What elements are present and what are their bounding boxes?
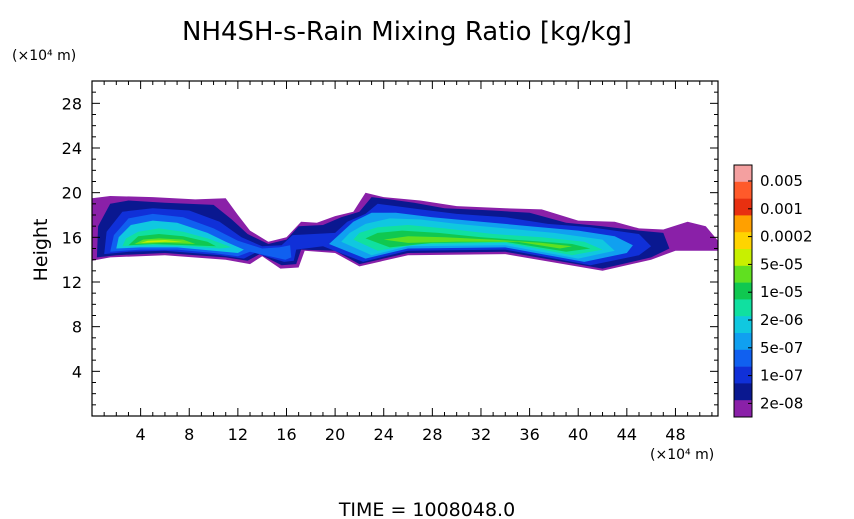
colorbar-label: 5e-07 <box>760 339 803 357</box>
colorbar-label: 2e-06 <box>760 311 803 329</box>
colorbar-swatch <box>734 165 752 183</box>
colorbar-swatch <box>734 366 752 384</box>
x-tick-label: 48 <box>665 425 685 444</box>
colorbar-label: 0.001 <box>760 200 803 218</box>
y-axis-label: Height <box>30 219 52 282</box>
colorbar-swatch <box>734 333 752 351</box>
colorbar: 0.005 0.001 0.0002 5e-05 1e-05 2e-06 5e-07 1e-0… <box>733 164 813 418</box>
y-tick-label: 16 <box>62 228 82 247</box>
colorbar-swatch <box>734 249 752 267</box>
y-tick-label: 12 <box>62 273 82 292</box>
heatmap-regions <box>92 192 718 271</box>
colorbar-swatch <box>734 282 752 300</box>
y-tick-label: 28 <box>62 94 82 113</box>
x-tick-label: 28 <box>422 425 442 444</box>
colorbar-label: 2e-08 <box>760 394 803 412</box>
x-tick-label: 40 <box>568 425 588 444</box>
colorbar-swatch <box>734 299 752 317</box>
y-tick-label: 8 <box>72 318 82 337</box>
heatmap-region-13 <box>140 240 184 243</box>
colorbar-label: 1e-07 <box>760 367 803 385</box>
x-tick-label: 44 <box>617 425 637 444</box>
x-tick-label: 4 <box>136 425 146 444</box>
y-tick-label: 4 <box>72 362 82 381</box>
colorbar-swatch <box>734 198 752 216</box>
colorbar-swatch <box>734 400 752 418</box>
colorbar-swatch <box>734 349 752 367</box>
colorbar-swatch <box>734 232 752 250</box>
heatmap-region-12 <box>383 236 573 249</box>
colorbar-label: 5e-05 <box>760 255 803 273</box>
x-tick-label: 16 <box>276 425 296 444</box>
colorbar-swatch <box>734 265 752 283</box>
y-tick-label: 24 <box>62 139 82 158</box>
colorbar-label: 0.005 <box>760 172 803 190</box>
y-tick-label: 20 <box>62 184 82 203</box>
x-unit-label: (×10⁴ m) <box>650 447 714 463</box>
x-tick-label: 32 <box>471 425 491 444</box>
x-tick-label: 12 <box>228 425 248 444</box>
colorbar-label: 0.0002 <box>760 228 813 246</box>
x-tick-label: 24 <box>374 425 394 444</box>
x-tick-label: 8 <box>184 425 194 444</box>
colorbar-swatch <box>734 316 752 334</box>
x-tick-label: 36 <box>519 425 539 444</box>
time-label: TIME = 1008048.0 <box>338 499 515 519</box>
colorbar-label: 1e-05 <box>760 283 803 301</box>
colorbar-frame <box>733 164 753 418</box>
colorbar-swatch <box>734 181 752 199</box>
colorbar-swatch <box>734 383 752 401</box>
colorbar-swatch <box>734 215 752 233</box>
chart-title: NH4SH-s-Rain Mixing Ratio [kg/kg] <box>182 17 632 47</box>
x-tick-label: 20 <box>325 425 345 444</box>
y-unit-label: (×10⁴ m) <box>12 48 76 64</box>
